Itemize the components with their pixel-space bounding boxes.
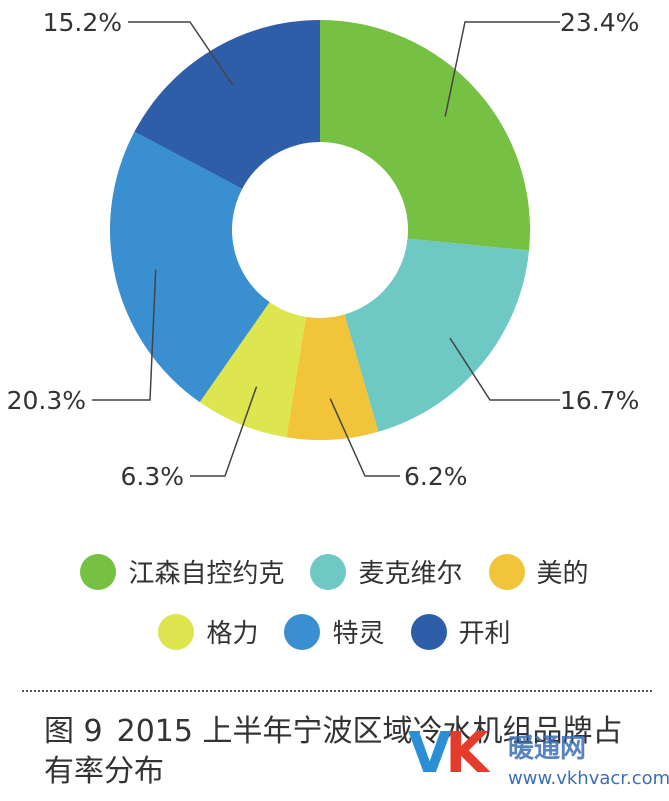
legend-swatch-johnson-york: [80, 553, 117, 590]
slice-midea: [286, 314, 379, 440]
dotted-divider: [22, 690, 652, 692]
leader-line-johnson-york: [444, 21, 560, 117]
legend-item-gree: 格力: [158, 613, 258, 650]
leader-line-gree: [190, 386, 258, 477]
watermark-logo-k: K: [445, 721, 488, 786]
leader-line-midea: [329, 398, 400, 477]
legend-label-trane: 特灵: [332, 619, 385, 649]
watermark-logo-v: V: [408, 721, 451, 786]
legend-item-johnson-york: 江森自控约克: [80, 553, 284, 590]
data-label-mcquay: 16.7%: [560, 386, 639, 415]
legend-swatch-gree: [158, 613, 195, 650]
legend-row-2: 格力 特灵 开利: [0, 613, 669, 650]
data-label-johnson-york: 23.4%: [560, 8, 639, 37]
legend-label-midea: 美的: [536, 559, 589, 589]
data-label-carrier: 15.2%: [43, 8, 122, 37]
legend-item-midea: 美的: [488, 553, 589, 590]
legend-item-trane: 特灵: [284, 613, 385, 650]
watermark: VK 暖通网 www.vkhvacr.com: [408, 721, 669, 800]
legend-label-mcquay: 麦克维尔: [358, 559, 463, 589]
data-label-trane: 20.3%: [7, 386, 86, 415]
slice-johnson-york: [320, 20, 530, 251]
data-label-midea: 6.2%: [404, 462, 468, 491]
figure-caption-text: 2015 上半年宁波区域冷水机组品牌占有率分布: [44, 714, 623, 789]
slice-trane: [109, 131, 270, 403]
legend-item-carrier: 开利: [410, 613, 511, 650]
legend-swatch-carrier: [410, 613, 447, 650]
figure-number: 图 9: [44, 714, 103, 749]
slice-mcquay: [344, 238, 529, 432]
legend-row-1: 江森自控约克 麦克维尔 美的: [0, 553, 669, 590]
legend-swatch-mcquay: [310, 553, 347, 590]
donut-chart: 23.4% 16.7% 6.2% 6.3% 20.3% 15.2%: [7, 8, 640, 491]
watermark-logo: VK: [408, 721, 489, 786]
legend-item-mcquay: 麦克维尔: [310, 553, 463, 590]
slice-carrier: [134, 20, 320, 189]
leader-line-carrier: [128, 21, 234, 86]
legend-label-johnson-york: 江森自控约克: [128, 559, 285, 589]
slice-gree: [199, 302, 306, 438]
watermark-name: 暖通网: [508, 734, 587, 764]
data-label-gree: 6.3%: [120, 462, 184, 491]
legend-swatch-midea: [488, 553, 525, 590]
legend-label-gree: 格力: [206, 619, 259, 649]
watermark-url: www.vkhvacr.com: [508, 768, 669, 789]
leader-line-mcquay: [449, 337, 560, 401]
leader-line-trane: [92, 269, 157, 401]
legend-swatch-trane: [284, 613, 321, 650]
figure-caption: 图 9 2015 上半年宁波区域冷水机组品牌占有率分布: [44, 712, 644, 792]
legend-label-carrier: 开利: [458, 619, 511, 649]
